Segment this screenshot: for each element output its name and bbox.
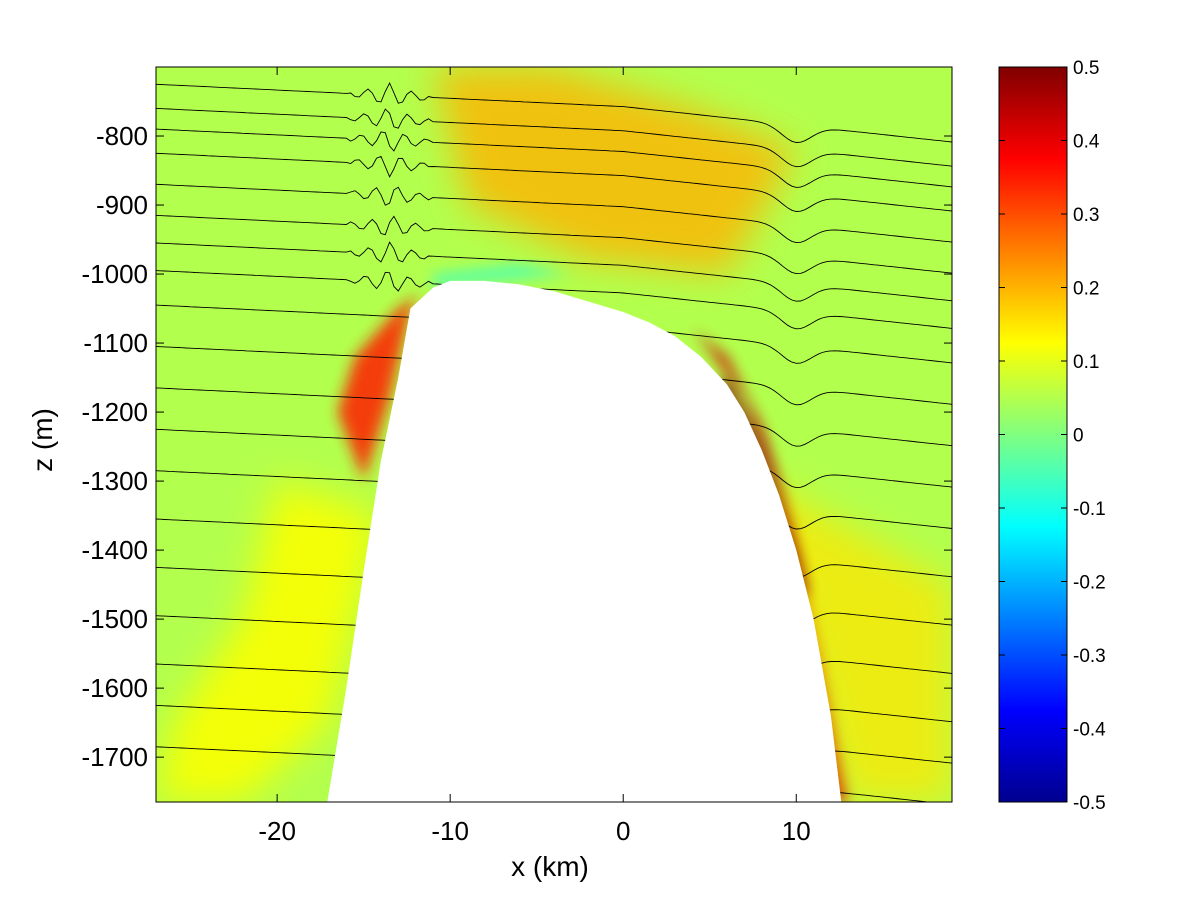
colorbar: 0.5 0.4 0.3 0.2 0.1 0 -0.1 -0.2 -0.3 -0.4 -0.5 — [998, 58, 1106, 814]
colorbar-scale — [998, 66, 1068, 803]
x-tick-label: 10 — [782, 816, 811, 846]
x-axis-label: x (km) — [511, 851, 589, 882]
y-tick-label: -800 — [96, 121, 148, 151]
y-tick-label: -900 — [96, 190, 148, 220]
colorbar-tick-label: 0.4 — [1073, 132, 1100, 153]
band-left-flank — [337, 294, 419, 482]
x-tick-label: -10 — [431, 816, 469, 846]
colorbar-tick-label: -0.3 — [1073, 646, 1106, 667]
x-axis: -20 -10 0 10 — [258, 67, 811, 846]
topography-mask — [327, 280, 842, 802]
colorbar-tick-label: 0.2 — [1073, 279, 1099, 300]
colorbar-tick-label: 0.3 — [1073, 205, 1099, 226]
band-right-glow — [623, 412, 952, 802]
colorbar-tick-label: -0.5 — [1073, 793, 1106, 814]
plot-frame — [155, 66, 953, 803]
y-tick-label: -1000 — [82, 259, 149, 289]
contour-line — [156, 128, 952, 188]
x-tick-label: 0 — [616, 816, 630, 846]
colorbar-tick-label: -0.4 — [1073, 720, 1106, 741]
band-summit-jet — [432, 67, 797, 274]
colorbar-tick-label: -0.2 — [1073, 573, 1106, 594]
plot-area — [156, 67, 952, 802]
contour-line — [156, 152, 952, 212]
colorbar-tick-label: 0.5 — [1073, 58, 1099, 79]
y-tick-label: -1300 — [82, 466, 149, 496]
contour-line — [156, 241, 952, 302]
x-tick-label: -20 — [258, 816, 296, 846]
y-axis-label: z (m) — [27, 408, 58, 472]
y-tick-label: -1200 — [82, 397, 149, 427]
band-upper-plume — [156, 481, 381, 802]
y-tick-label: -1100 — [83, 328, 148, 358]
colorbar-tick-label: 0 — [1073, 426, 1084, 447]
colorbar-ticks: 0.5 0.4 0.3 0.2 0.1 0 -0.1 -0.2 -0.3 -0.4 -0.5 — [999, 58, 1106, 814]
y-tick-label: -1700 — [82, 742, 149, 772]
y-axis: -800 -900 -1000 -1100 -1200 -1300 -1400 -1500 -1… — [82, 121, 952, 772]
contour-line — [156, 107, 952, 168]
y-tick-label: -1500 — [82, 604, 149, 634]
y-tick-label: -1400 — [82, 535, 149, 565]
contour-line — [156, 214, 952, 275]
contour-line — [156, 81, 952, 143]
colorbar-tick-label: -0.1 — [1073, 499, 1106, 520]
contour-line — [156, 270, 952, 330]
y-tick-label: -1600 — [82, 673, 149, 703]
contour-line — [156, 183, 952, 244]
colorbar-tick-label: 0.1 — [1073, 352, 1099, 373]
